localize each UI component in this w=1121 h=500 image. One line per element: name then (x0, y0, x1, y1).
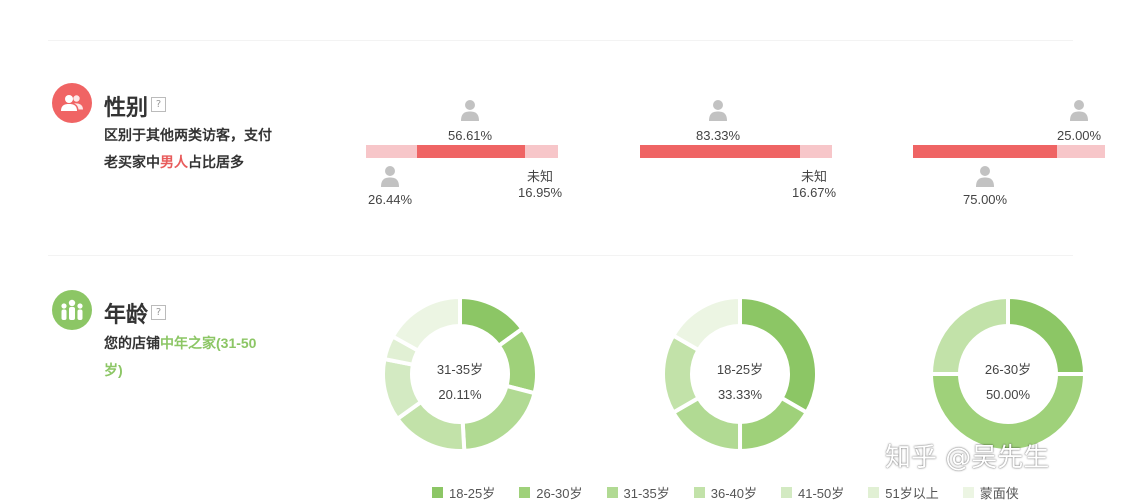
age-donut-svg (930, 296, 1086, 452)
legend-swatch (606, 487, 618, 498)
legend-item[interactable]: 26-30岁 (519, 483, 583, 500)
female-percent: 26.44% (368, 192, 413, 207)
legend-label: 31-35岁 (623, 486, 670, 500)
age-donut-1: 31-35岁 20.11% (382, 296, 538, 452)
male-segment (640, 145, 800, 158)
legend-label: 36-40岁 (710, 486, 757, 500)
family-icon (52, 290, 92, 330)
donut-center-label: 26-30岁 (984, 362, 1032, 377)
donut-center-value: 20.11% (438, 387, 482, 402)
gender-bar (913, 145, 1105, 158)
female-segment (366, 145, 417, 158)
male-segment (416, 145, 526, 158)
top-divider (48, 40, 1073, 41)
gender-help-icon[interactable]: ? (151, 97, 166, 112)
gender-title: 性别 (104, 95, 149, 120)
male-person-icon (709, 100, 727, 121)
gender-column-3: 25.00% 75.00% (913, 95, 1105, 215)
age-description: 您的店铺中年之家(31-50岁) (104, 330, 274, 384)
legend-item[interactable]: 41-50岁 (781, 483, 844, 500)
donut-slice-18-25岁[interactable] (738, 296, 818, 416)
unknown-label: 未知 (801, 169, 828, 184)
gender-column-1: 56.61% 26.44% 未知 16.95% (366, 95, 562, 215)
donut-center-value: 50.00% (985, 387, 1031, 402)
legend-item[interactable]: 51岁以上 (868, 483, 939, 500)
gender-desc-highlight: 男人 (160, 154, 188, 170)
legend-label: 18-25岁 (449, 486, 496, 500)
legend-label: 51岁以上 (885, 486, 939, 500)
legend-swatch (781, 487, 792, 498)
gender-column-2: 83.33% 未知 16.67% (640, 95, 836, 215)
section-divider (48, 255, 1073, 256)
gender-desc-suffix: 占比居多 (188, 154, 244, 170)
unknown-percent: 16.67% (792, 185, 837, 200)
male-person-icon (461, 100, 479, 121)
age-donut-svg (662, 296, 818, 452)
legend-item[interactable]: 36-40岁 (693, 483, 757, 500)
unknown-label: 未知 (527, 169, 554, 184)
female-person-icon (381, 166, 399, 187)
male-person-icon (976, 166, 994, 187)
legend-label: 41-50岁 (798, 486, 845, 500)
age-donut-3: 26-30岁 50.00% (930, 296, 1086, 452)
age-help-icon[interactable]: ? (151, 305, 166, 320)
male-percent: 75.00% (963, 192, 1008, 207)
unknown-person-icon (1070, 100, 1088, 121)
legend-swatch (519, 487, 531, 498)
male-percent: 83.33% (696, 128, 741, 143)
age-donut-2: 18-25岁 33.33% (662, 296, 818, 452)
unknown-percent: 25.00% (1057, 128, 1102, 143)
donut-slice-蒙面侠[interactable] (670, 296, 742, 353)
legend-swatch (432, 487, 443, 498)
age-title: 年龄 (104, 302, 149, 327)
unknown-percent: 16.95% (518, 185, 563, 200)
donut-slice-26-30岁[interactable] (738, 395, 810, 452)
donut-center-label: 18-25岁 (716, 362, 764, 377)
male-segment (913, 145, 1057, 158)
donut-center-label: 31-35岁 (436, 362, 484, 377)
legend-item[interactable]: 18-25岁 (432, 483, 495, 500)
donut-center-value: 33.33% (717, 387, 763, 402)
legend-swatch (868, 487, 880, 498)
donut-slice-31-35岁[interactable] (930, 296, 1010, 376)
legend-swatch (962, 487, 974, 498)
age-donut-svg (382, 296, 538, 452)
donut-slice-蒙面侠[interactable] (390, 296, 462, 354)
age-desc-highlight: 中年之家(31-50岁) (104, 335, 257, 378)
legend-item[interactable]: 31-35岁 (606, 483, 670, 500)
age-legend: 18-25岁 26-30岁 31-35岁 36-40岁 41-50岁 51岁以上 蒙面侠 (432, 483, 1043, 500)
legend-item[interactable]: 蒙面侠 (962, 483, 1019, 500)
users-icon (52, 83, 92, 123)
legend-label: 蒙面侠 (979, 486, 1019, 500)
gender-description: 区别于其他两类访客，支付老买家中男人占比居多 (104, 122, 274, 176)
age-desc-prefix: 您的店铺 (104, 335, 160, 351)
gender-bar (366, 145, 558, 158)
legend-label: 26-30岁 (536, 486, 583, 500)
gender-desc-prefix: 区别于其他两类访客，支付老买家中 (104, 127, 272, 170)
male-percent: 56.61% (448, 128, 493, 143)
donut-slice-26-30岁[interactable] (930, 372, 1086, 452)
legend-swatch (693, 487, 705, 498)
gender-bar (640, 145, 832, 158)
watermark: 知乎 @吴先生 (885, 443, 1050, 473)
